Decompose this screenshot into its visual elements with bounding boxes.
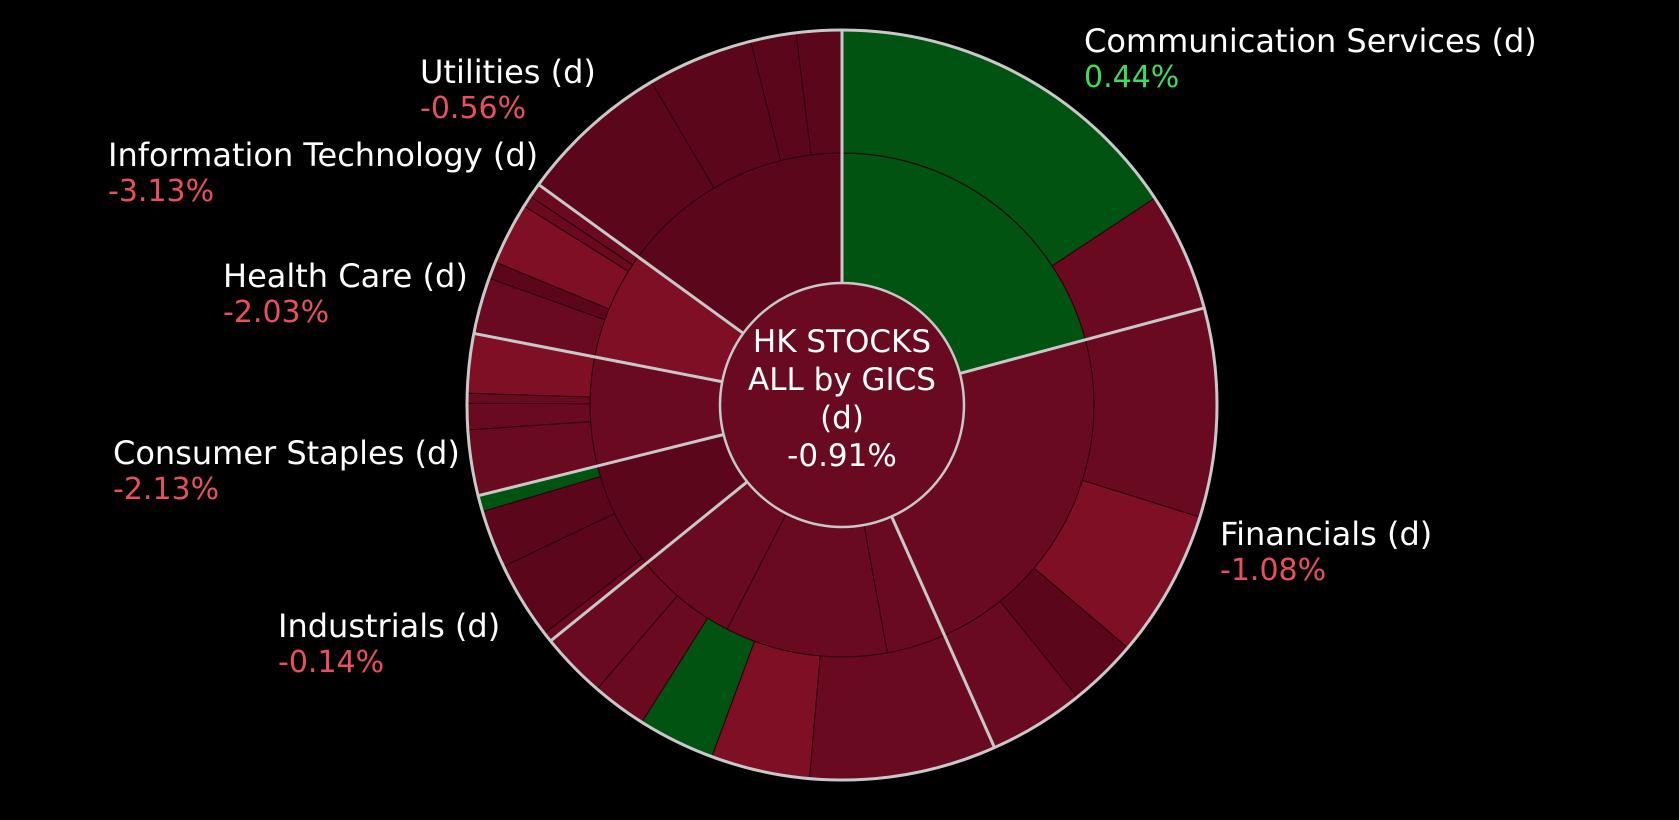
sector-separator-4 — [477, 433, 724, 498]
center-title-line-0: HK STOCKS — [753, 324, 931, 360]
sector-name-6: Utilities (d) — [420, 53, 596, 91]
sector-separator-6 — [537, 183, 745, 335]
sector-name-0: Communication Services (d) — [1084, 22, 1537, 60]
sector-name-4: Health Care (d) — [223, 257, 468, 295]
sector-change-3: -2.13% — [113, 472, 219, 507]
sector-name-3: Consumer Staples (d) — [113, 434, 460, 472]
center-title-line-2: (d) — [820, 400, 864, 436]
sector-change-5: -3.13% — [108, 174, 214, 209]
sunburst-wedges — [466, 29, 1218, 781]
sector-name-1: Financials (d) — [1220, 515, 1432, 553]
sector-name-2: Industrials (d) — [278, 607, 500, 645]
sector-change-2: -0.14% — [278, 645, 384, 680]
sector-change-4: -2.03% — [223, 295, 329, 330]
center-title-line-1: ALL by GICS — [748, 362, 936, 398]
center-change-value: -0.91% — [787, 438, 897, 474]
sector-change-1: -1.08% — [1220, 553, 1326, 588]
sector-change-6: -0.56% — [420, 91, 526, 126]
sector-separator-1 — [959, 306, 1205, 375]
sector-labels: Communication Services (d)0.44% Financial… — [108, 22, 1537, 680]
center-disk — [720, 283, 964, 527]
outer-ring-outline — [465, 28, 1219, 782]
sector-separators — [465, 28, 1219, 782]
sector-change-0: 0.44% — [1084, 60, 1179, 95]
sector-separator-3 — [549, 480, 749, 643]
sector-separator-2 — [890, 515, 996, 749]
sector-separator-5 — [473, 331, 723, 384]
outer-ring-wedge-1-0[interactable] — [1081, 307, 1218, 518]
sector-name-5: Information Technology (d) — [108, 136, 538, 174]
center-ring-outline — [718, 281, 966, 529]
